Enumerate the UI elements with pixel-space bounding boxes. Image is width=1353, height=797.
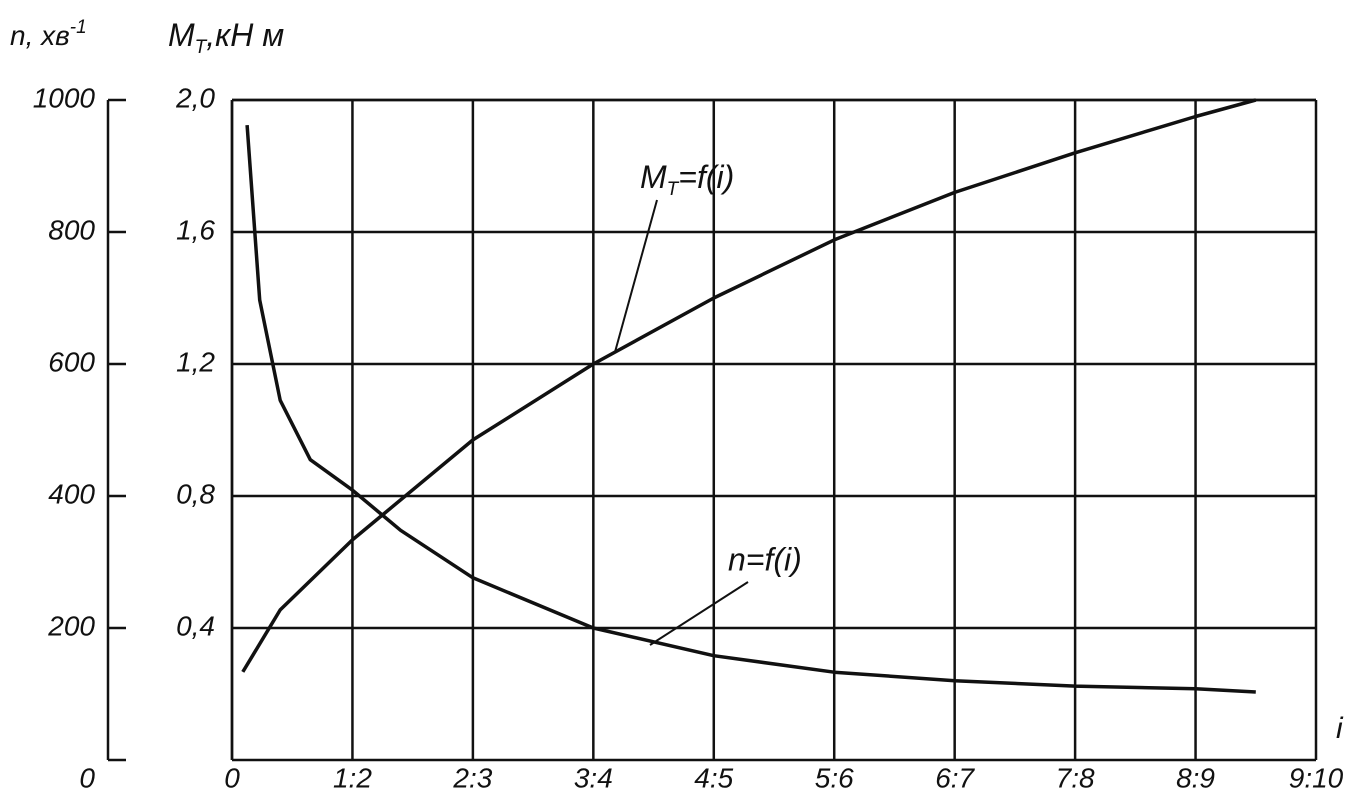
y-axis-title-text: M bbox=[168, 17, 195, 53]
y-tick-label: 0,8 bbox=[176, 478, 215, 509]
x-tick-label: 5:6 bbox=[815, 762, 854, 793]
x-tick-label: 6:7 bbox=[935, 762, 975, 793]
y2-tick-label: 0 bbox=[79, 762, 95, 793]
series-label-text: M bbox=[640, 159, 667, 195]
y2-tick-label: 200 bbox=[47, 610, 95, 641]
y-tick-label: 0,4 bbox=[176, 610, 215, 641]
y2-tick-label: 1000 bbox=[33, 82, 96, 113]
x-tick-label: 7:8 bbox=[1056, 762, 1095, 793]
series-label-sub: T bbox=[667, 179, 680, 200]
series-line bbox=[245, 124, 1256, 694]
series-label: n=f(i) bbox=[728, 541, 802, 577]
y2-tick-label: 800 bbox=[48, 214, 95, 245]
y2-axis-title: n, хв-1 bbox=[10, 17, 87, 51]
y-tick-label: 1,6 bbox=[176, 214, 215, 245]
x-axis-title: i bbox=[1336, 712, 1344, 745]
y2-tick-label: 600 bbox=[48, 346, 95, 377]
x-tick-label: 8:9 bbox=[1176, 762, 1215, 793]
y-axis-title-sub: T bbox=[195, 37, 208, 58]
leader-line bbox=[649, 581, 749, 646]
y-axis-title: MT,кН м bbox=[168, 17, 284, 58]
x-tick-label: 9:10 bbox=[1289, 762, 1344, 793]
y2-axis-title-sup: -1 bbox=[70, 17, 87, 38]
y2-tick-label: 400 bbox=[48, 478, 95, 509]
x-tick-label: 0 bbox=[224, 762, 240, 793]
series-label-suffix: =f(i) bbox=[678, 159, 734, 195]
series-label: MT=f(i) bbox=[640, 159, 734, 200]
y2-axis-title-text: n, хв bbox=[10, 20, 70, 51]
y-axis-title-suffix: ,кН м bbox=[206, 17, 284, 53]
x-tick-label: 2:3 bbox=[452, 762, 492, 793]
leader-line bbox=[614, 199, 658, 353]
y-tick-label: 2,0 bbox=[175, 82, 215, 113]
series-line bbox=[241, 98, 1257, 673]
x-tick-label: 1:2 bbox=[333, 762, 372, 793]
y-tick-label: 1,2 bbox=[176, 346, 215, 377]
x-tick-label: 4:5 bbox=[694, 762, 733, 793]
x-tick-label: 3:4 bbox=[574, 762, 613, 793]
